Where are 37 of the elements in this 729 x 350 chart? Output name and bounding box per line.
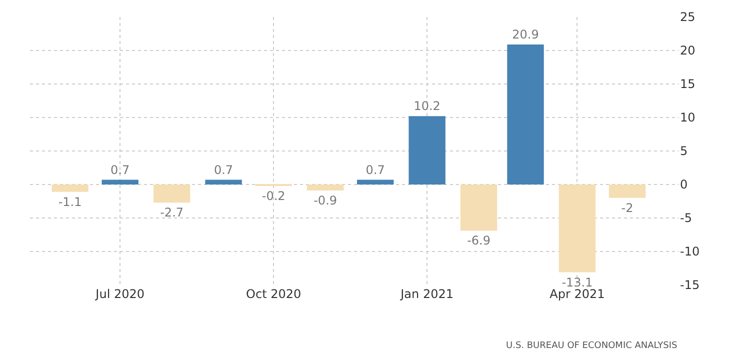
y-tick-label: 0 bbox=[680, 178, 688, 192]
bar bbox=[408, 116, 446, 184]
bar bbox=[507, 44, 544, 184]
y-tick-label: -5 bbox=[680, 211, 692, 226]
bar bbox=[357, 180, 394, 184]
data-label: 0.7 bbox=[214, 162, 234, 177]
data-label: -13.1 bbox=[562, 275, 593, 290]
data-label: 0.7 bbox=[110, 162, 130, 177]
bar bbox=[608, 184, 646, 198]
y-tick-label: 10 bbox=[680, 110, 696, 125]
bar bbox=[460, 184, 498, 231]
x-tick-label: Jul 2020 bbox=[94, 287, 145, 301]
data-label: 0.7 bbox=[366, 162, 385, 177]
bar bbox=[153, 184, 190, 203]
data-label: -0.2 bbox=[262, 189, 286, 203]
x-tick-label: Oct 2020 bbox=[246, 287, 302, 301]
data-label: 10.2 bbox=[414, 99, 440, 114]
data-label: -1.1 bbox=[58, 194, 82, 209]
x-tick-label: Apr 2021 bbox=[550, 287, 605, 301]
data-label: -2 bbox=[621, 200, 634, 215]
bar bbox=[102, 180, 138, 184]
bar bbox=[205, 180, 242, 184]
y-tick-label: -10 bbox=[680, 244, 700, 259]
y-tick-label: 5 bbox=[680, 144, 688, 158]
bar bbox=[52, 184, 88, 192]
y-tick-label: 15 bbox=[680, 77, 696, 92]
data-label: 20.9 bbox=[512, 27, 539, 42]
text: U.S. BUREAU OF ECONOMIC ANALYSIS bbox=[506, 341, 678, 350]
data-label: -0.9 bbox=[314, 194, 338, 208]
y-tick-label: 20 bbox=[680, 44, 696, 58]
x-tick-label: Jan 2021 bbox=[400, 287, 454, 301]
data-label: -6.9 bbox=[467, 234, 491, 248]
bar bbox=[558, 184, 596, 272]
y-tick-label: 25 bbox=[680, 10, 696, 24]
y-tick-label: -15 bbox=[680, 278, 700, 292]
bar bbox=[306, 184, 344, 191]
data-label: -2.7 bbox=[160, 206, 184, 220]
